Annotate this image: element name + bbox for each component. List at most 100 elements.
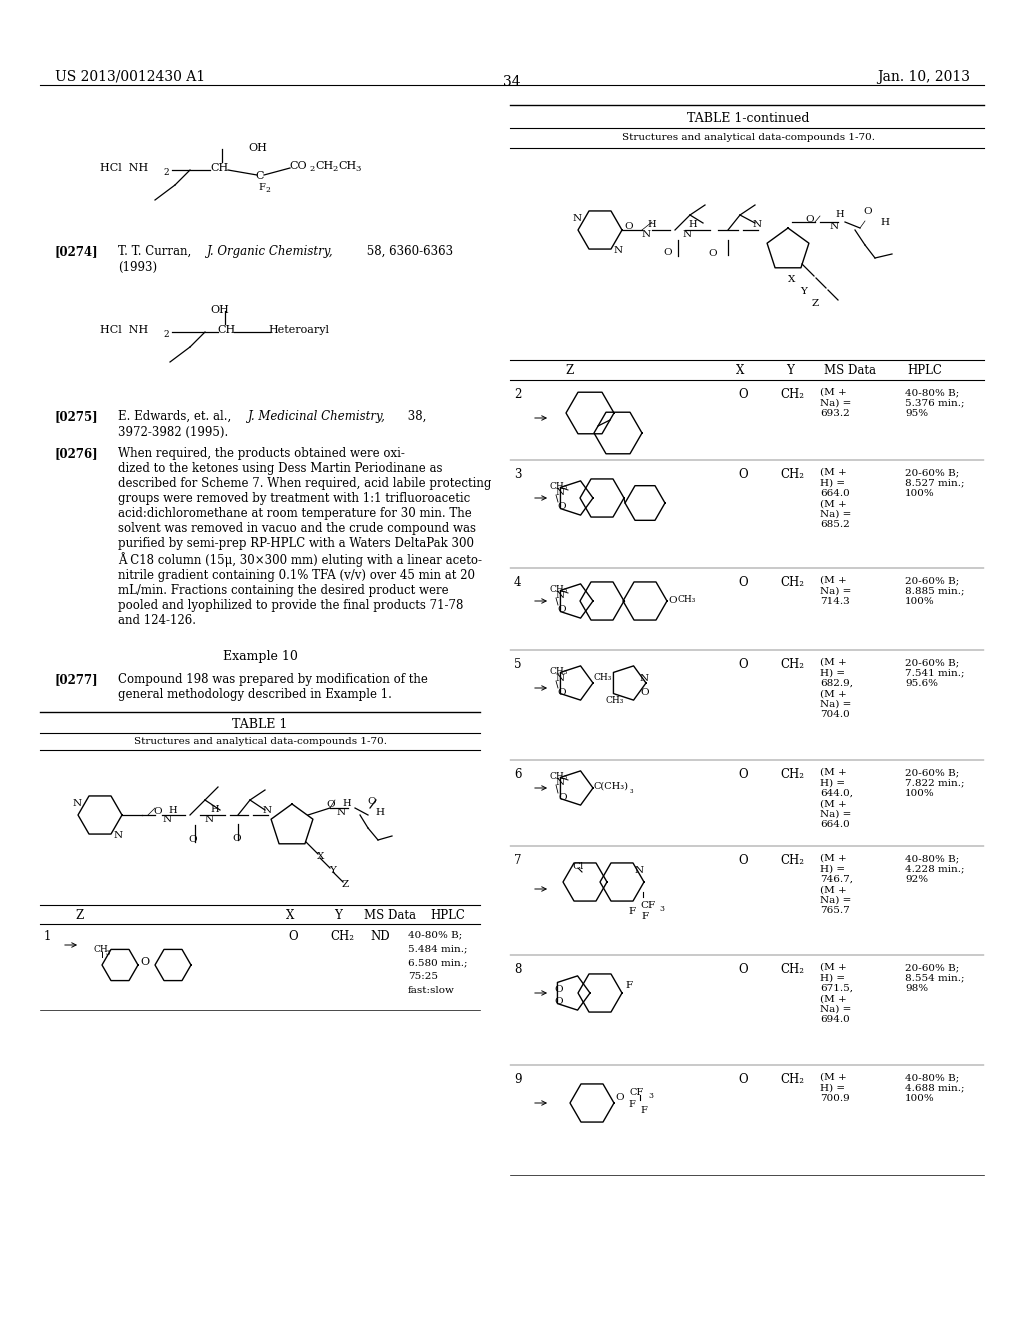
Text: Structures and analytical data-compounds 1-70.: Structures and analytical data-compounds… [133,737,386,746]
Text: N: N [556,591,565,601]
Text: 40-80% B;
5.376 min.;
95%: 40-80% B; 5.376 min.; 95% [905,388,965,418]
Text: (M +
H) =
746.7,
(M +
Na) =
765.7: (M + H) = 746.7, (M + Na) = 765.7 [820,854,853,915]
Text: O: O [668,597,677,605]
Text: Jan. 10, 2013: Jan. 10, 2013 [877,70,970,84]
Text: 20-60% B;
8.885 min.;
100%: 20-60% B; 8.885 min.; 100% [905,576,965,606]
Text: Z: Z [812,300,819,308]
Text: Y: Y [334,909,342,921]
Text: 3972-3982 (1995).: 3972-3982 (1995). [118,426,228,440]
Text: 20-60% B;
8.527 min.;
100%: 20-60% B; 8.527 min.; 100% [905,469,965,498]
Text: Y: Y [786,364,794,378]
Text: H: H [375,808,384,817]
Text: MS Data: MS Data [824,364,876,378]
Text: F: F [640,1106,647,1115]
Text: CH₃: CH₃ [550,772,568,781]
Text: CH₂: CH₂ [330,931,354,942]
Text: 40-80% B;
4.228 min.;
92%: 40-80% B; 4.228 min.; 92% [905,854,965,884]
Text: O: O [738,768,748,781]
Text: O: O [153,807,162,816]
Text: H: H [835,210,844,219]
Text: O: O [558,793,566,803]
Text: 2: 2 [332,165,337,173]
Text: (M +
H) =
700.9: (M + H) = 700.9 [820,1073,850,1102]
Text: H: H [880,218,889,227]
Text: CH: CH [210,162,228,173]
Text: (M +
H) =
682.9,
(M +
Na) =
704.0: (M + H) = 682.9, (M + Na) = 704.0 [820,657,853,719]
Text: 9: 9 [514,1073,521,1086]
Text: X: X [736,364,744,378]
Text: N: N [683,230,692,239]
Text: 2: 2 [514,388,521,401]
Text: N: N [614,246,624,255]
Text: fast:slow: fast:slow [408,986,455,995]
Text: Cl: Cl [572,862,584,871]
Text: O: O [738,657,748,671]
Text: N: N [556,675,565,682]
Text: (M +
Na) =
693.2: (M + Na) = 693.2 [820,388,851,418]
Text: 2: 2 [265,186,270,194]
Text: When required, the products obtained were oxi-
dized to the ketones using Dess M: When required, the products obtained wer… [118,447,492,627]
Text: O: O [232,834,241,843]
Text: ₃: ₃ [630,785,634,795]
Text: OH: OH [210,305,229,315]
Text: O: O [738,854,748,867]
Text: N: N [263,807,272,814]
Text: O: O [367,797,376,807]
Text: CH₃: CH₃ [605,696,624,705]
Text: [0275]: [0275] [55,411,98,422]
Text: Example 10: Example 10 [222,649,297,663]
Text: CO: CO [289,161,306,172]
Text: F: F [625,981,632,990]
Text: O: O [326,800,335,809]
Text: 40-80% B;
4.688 min.;
100%: 40-80% B; 4.688 min.; 100% [905,1073,965,1102]
Text: US 2013/0012430 A1: US 2013/0012430 A1 [55,70,205,84]
Text: 3: 3 [106,949,111,957]
Text: O: O [288,931,298,942]
Text: Compound 198 was prepared by modification of the
general methodology described i: Compound 198 was prepared by modificatio… [118,673,428,701]
Text: HPLC: HPLC [907,364,942,378]
Text: Y: Y [329,866,336,875]
Text: 58, 6360-6363: 58, 6360-6363 [362,246,454,257]
Text: O: O [140,957,150,968]
Text: O: O [863,207,871,216]
Text: CH₃: CH₃ [550,585,568,594]
Text: T. T. Curran,: T. T. Curran, [118,246,195,257]
Text: CH₃: CH₃ [550,482,568,491]
Text: O: O [188,836,197,843]
Text: O: O [557,605,565,614]
Text: O: O [805,215,814,224]
Text: J. Organic Chemistry,: J. Organic Chemistry, [207,246,334,257]
Text: X: X [317,851,325,861]
Text: O: O [738,469,748,480]
Text: N: N [640,675,649,682]
Text: H: H [210,805,219,814]
Text: O: O [554,985,562,994]
Text: 1: 1 [44,931,51,942]
Text: CH₂: CH₂ [780,469,804,480]
Text: N: N [556,488,565,498]
Text: (M +
H) =
671.5,
(M +
Na) =
694.0: (M + H) = 671.5, (M + Na) = 694.0 [820,964,853,1024]
Text: O: O [557,502,565,511]
Text: CH₂: CH₂ [780,964,804,975]
Text: 6.580 min.;: 6.580 min.; [408,958,468,968]
Text: N: N [337,808,346,817]
Text: Structures and analytical data-compounds 1-70.: Structures and analytical data-compounds… [622,133,874,143]
Text: 3: 3 [514,469,521,480]
Text: Y: Y [800,286,807,296]
Text: 2: 2 [163,168,169,177]
Text: 3: 3 [355,165,360,173]
Text: H: H [342,799,350,808]
Text: O: O [708,249,717,257]
Text: [0274]: [0274] [55,246,98,257]
Text: F: F [641,912,648,921]
Text: O: O [640,688,648,697]
Text: MS Data: MS Data [364,909,416,921]
Text: 5: 5 [514,657,521,671]
Text: H: H [168,807,176,814]
Text: C: C [255,172,263,181]
Text: F: F [628,1100,635,1109]
Text: TABLE 1: TABLE 1 [232,718,288,731]
Text: 5.484 min.;: 5.484 min.; [408,944,468,953]
Text: O: O [554,997,562,1006]
Text: HCl  NH: HCl NH [100,325,148,335]
